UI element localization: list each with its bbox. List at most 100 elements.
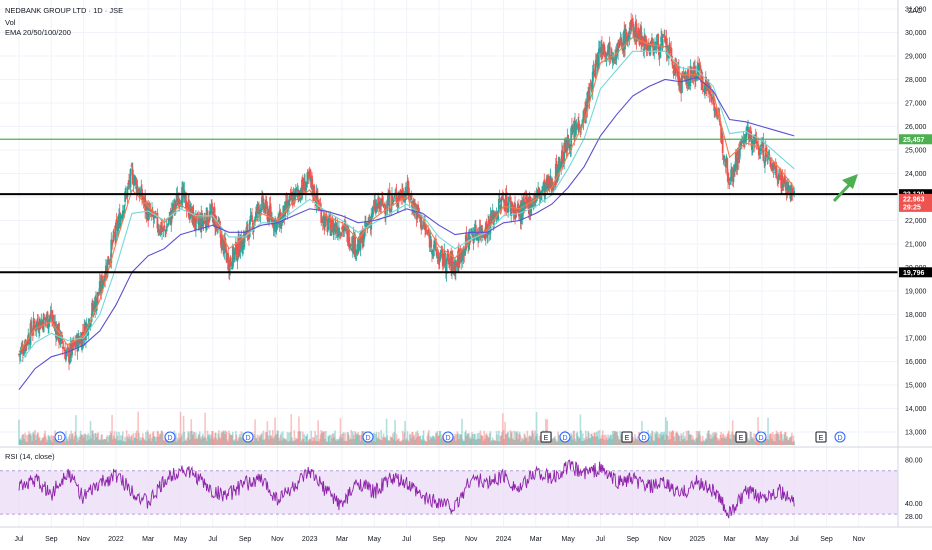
candle-body (441, 253, 444, 267)
candle-body (161, 230, 163, 232)
candle-body (714, 108, 717, 110)
candle-body (156, 212, 159, 229)
volume-bar (331, 438, 333, 445)
volume-bar (96, 433, 99, 445)
earnings-marker[interactable] (815, 431, 827, 443)
candle-body (228, 259, 231, 276)
volume-bar (609, 434, 612, 445)
dividend-marker[interactable] (164, 431, 176, 443)
volume-bar (118, 440, 121, 445)
dividend-marker[interactable] (755, 431, 767, 443)
volume-bar (268, 430, 271, 445)
volume-bar (574, 441, 577, 445)
volume-bar (254, 419, 256, 445)
volume-bar (440, 438, 443, 445)
candle-body (254, 220, 256, 223)
volume-bar (234, 439, 236, 445)
volume-bar (298, 431, 301, 445)
volume-bar (189, 431, 192, 445)
price-tick: 15,000 (905, 383, 927, 390)
candle-body (50, 310, 53, 318)
dividend-marker[interactable] (442, 431, 454, 443)
candle-body (544, 182, 546, 200)
volume-bar (589, 438, 592, 445)
volume-bar (238, 437, 240, 445)
candle-body (422, 221, 425, 225)
candle-body (451, 254, 454, 264)
candle-body (74, 341, 77, 349)
time-axis[interactable]: Jul Sep Nov 2022 Mar May Jul Sep Nov 2023 Mar May Ju… (15, 536, 866, 543)
candle-body (586, 92, 589, 112)
horizontal-levels[interactable] (0, 138, 898, 274)
up-arrow-drawing[interactable] (832, 174, 858, 203)
candle-body (82, 339, 85, 341)
candle-body (301, 179, 303, 199)
price-tick: 16,000 (905, 359, 927, 366)
dividend-marker[interactable] (362, 431, 374, 443)
volume-bar (193, 431, 196, 445)
candle-body (68, 358, 71, 364)
volume-bar (267, 435, 269, 445)
dividend-marker[interactable] (638, 431, 650, 443)
earnings-marker[interactable] (621, 431, 633, 443)
volume-bar (782, 439, 785, 445)
volume-bar (568, 438, 570, 445)
volume-bar (348, 434, 350, 445)
volume-bar (121, 435, 123, 445)
volume-bar (182, 441, 184, 445)
volume-bar (378, 432, 380, 445)
volume-bar (731, 431, 733, 445)
volume-bar (678, 435, 681, 445)
volume-bar (333, 437, 336, 445)
volume-bar (674, 433, 677, 445)
volume-bar (531, 431, 533, 445)
candle-body (775, 166, 778, 177)
candle-body (601, 55, 604, 57)
volume-bar (398, 441, 401, 445)
volume-bar (584, 440, 586, 445)
earnings-marker[interactable] (540, 431, 552, 443)
volume-bar (535, 412, 538, 445)
candle-body (667, 45, 670, 59)
volume-bar (276, 430, 279, 445)
candle-body (601, 43, 603, 55)
earnings-marker[interactable] (735, 431, 747, 443)
volume-bar (76, 441, 79, 445)
dividend-marker[interactable] (54, 431, 66, 443)
volume-bar (236, 441, 239, 445)
volume-bar (493, 440, 496, 445)
dividend-marker[interactable] (242, 431, 254, 443)
volume-bar (678, 435, 680, 445)
price-tick: 25,000 (905, 148, 927, 155)
volume-bar (315, 441, 317, 445)
candle-body (657, 33, 659, 50)
candle-body (790, 186, 793, 190)
volume-bar (92, 433, 95, 445)
candle-body (284, 201, 286, 220)
candle-body (711, 98, 713, 101)
volume-bar (171, 439, 173, 445)
volume-bar (708, 430, 710, 445)
volume-bar (435, 433, 438, 445)
volume-bar (754, 433, 757, 445)
dividend-marker[interactable] (834, 431, 846, 443)
volume-bar (291, 440, 294, 445)
volume-bar (660, 431, 662, 445)
candle-body (481, 225, 483, 234)
volume-bar (318, 438, 321, 445)
candle-body (722, 154, 725, 157)
candle-body (695, 75, 698, 77)
candle-body (727, 177, 730, 184)
volume-bar (324, 438, 326, 445)
candle-body (502, 198, 505, 201)
volume-bar (778, 440, 781, 445)
volume-bar (681, 435, 683, 445)
candle-body (647, 43, 649, 51)
candle-body (98, 294, 100, 296)
dividend-marker[interactable] (559, 431, 571, 443)
volume-bar (565, 440, 568, 445)
volume-bar (614, 431, 616, 445)
volume-bar (538, 435, 541, 445)
volume-bar (374, 441, 376, 445)
